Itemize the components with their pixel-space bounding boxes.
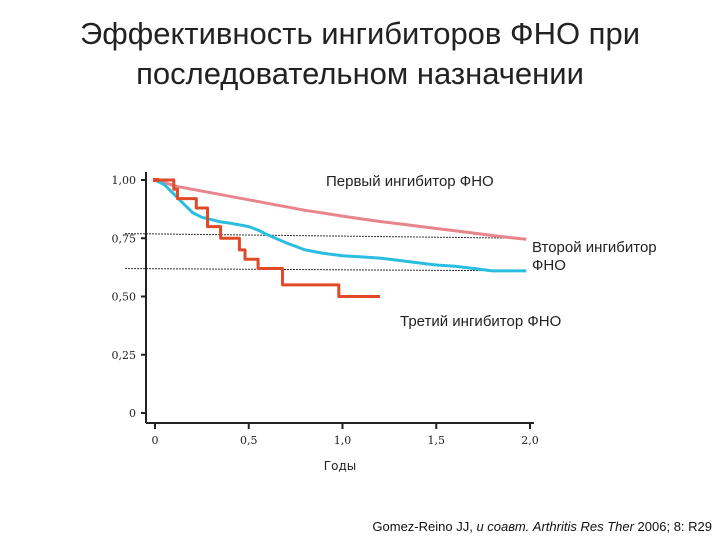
reference-line-0 [124,233,527,239]
reference-line-1 [124,268,527,272]
citation-authors: Gomez-Reino JJ, [372,519,477,534]
series-start-3 [153,178,159,182]
y-tick-label-0: 1,00 [112,174,137,187]
x-tick-label-4: 2,0 [521,434,539,447]
series-label-2: Второй ингибитор ФНО [532,239,657,274]
x-tick-label-2: 1,0 [334,434,352,447]
page-title-line-2: последовательном назначении [136,56,584,91]
y-tick-label-2: 0,50 [112,291,137,304]
x-tick-label-0: 0 [152,434,159,447]
x-axis-title: Годы [324,459,356,473]
x-tick-label-1: 0,5 [240,434,258,447]
y-tick-label-4: 0 [129,407,136,420]
series-label-3: Третий ингибитор ФНО [400,313,561,330]
citation: Gomez-Reino JJ, и соавт. Arthritis Res T… [372,519,712,534]
series-line-1 [154,178,527,241]
y-tick-label-1: 0,75 [112,232,137,245]
citation-journal: и соавт. Arthritis Res Ther [476,519,634,534]
series-label-2-line-1: Второй ингибитор [532,239,657,256]
x-tick-label-3: 1,5 [428,434,446,447]
series-label-3-line-1: Третий ингибитор ФНО [400,313,561,330]
series-label-1: Первый ингибитор ФНО [326,173,494,190]
page-title-line-1: Эффективность ингибиторов ФНО при [79,16,641,51]
series-line-3 [155,178,380,298]
series-label-2-line-2: ФНО [532,257,566,274]
y-tick-label-3: 0,25 [112,349,137,362]
series-line-2 [154,178,527,273]
page-title: Эффективность ингибиторов ФНО при послед… [0,14,720,94]
series-label-1-line-1: Первый ингибитор ФНО [326,173,494,190]
citation-details: 2006; 8: R29 [633,519,712,534]
